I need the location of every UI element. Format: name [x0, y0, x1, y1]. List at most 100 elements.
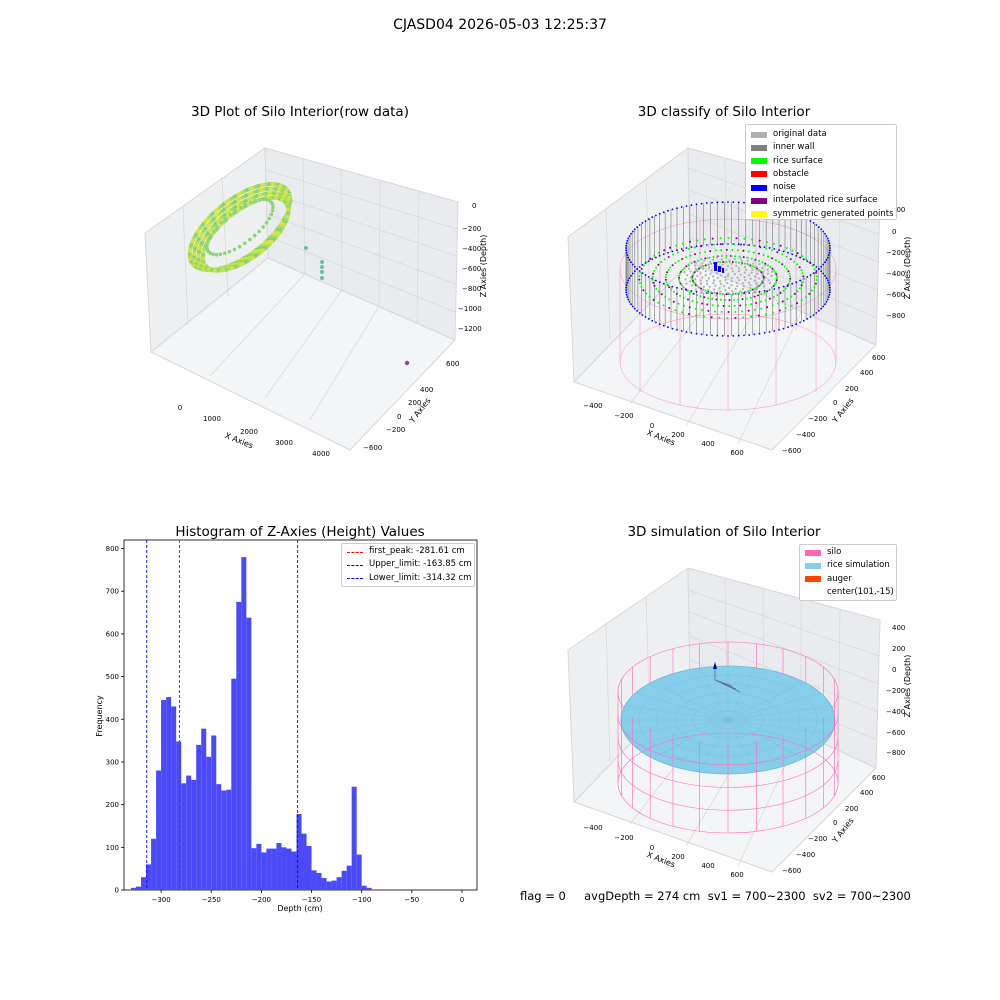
x-tick-2: 2000	[240, 428, 258, 436]
y-tick-6: −600	[782, 867, 801, 875]
legend-label: inner wall	[773, 142, 815, 153]
histogram-bar	[281, 847, 287, 890]
legend-swatch	[751, 158, 767, 165]
histogram-legend-entry: Lower_limit: -314.32 cm	[342, 572, 474, 585]
rice-surface-mesh	[621, 666, 835, 774]
simulation-legend-entry: auger	[800, 573, 896, 586]
x-tick-label: −100	[352, 896, 371, 904]
legend-label: original data	[773, 129, 827, 139]
x-tick-4: 400	[701, 440, 714, 448]
histogram-bar	[191, 779, 197, 890]
legend-swatch	[347, 551, 363, 553]
histogram-reference-lines	[146, 540, 299, 890]
histogram-bar	[196, 744, 202, 890]
y-tick-label: 0	[115, 887, 119, 895]
histogram-bar	[366, 887, 372, 890]
legend-label: symmetric generated points	[773, 208, 894, 219]
y-tick-3: 0	[833, 399, 837, 407]
histogram-bar	[246, 617, 252, 890]
plot-title-classify: 3D classify of Silo Interior	[637, 104, 811, 120]
y-tick-0: 600	[872, 774, 885, 782]
legend-swatch	[751, 131, 767, 138]
legend-label: first_peak: -281.61 cm	[369, 546, 465, 556]
status-line: flag = 0 avgDepth = 274 cm sv1 = 700~230…	[520, 889, 911, 903]
y-tick-1: 400	[860, 789, 873, 797]
histogram-bar	[336, 877, 342, 890]
x-ticks: −300 −250 −200 −150 −100 −50 0	[151, 890, 464, 904]
x-tick-4: 400	[701, 862, 714, 870]
z-axis-label: Z Axies (Depth)	[479, 235, 488, 298]
y-tick-4: −200	[386, 426, 405, 434]
classify-legend-entry: original data	[746, 128, 896, 141]
y-tick-4: −200	[808, 835, 827, 843]
x-tick-1: −200	[614, 412, 633, 420]
z-tick-3: −600	[462, 265, 481, 273]
classify-legend-entry: obstacle	[746, 168, 896, 181]
histogram-bar	[166, 697, 172, 890]
histogram-legend-entry: first_peak: -281.61 cm	[342, 545, 474, 558]
histogram-bar	[181, 783, 187, 890]
histogram-bar	[221, 790, 227, 890]
depth-histogram: −300 −250 −200 −150 −100 −50 0 0 100 200 300 400 50…	[95, 539, 478, 913]
raw-scattered-points	[304, 246, 324, 280]
histogram-legend-entry: Upper_limit: -163.85 cm	[342, 558, 474, 571]
y-tick-label: 200	[106, 801, 119, 809]
histogram-bar	[346, 865, 352, 890]
z-axis-label: Z Axies (Depth)	[903, 237, 912, 300]
histogram-bar	[176, 741, 182, 890]
x-tick-label: −200	[252, 896, 271, 904]
x-tick-0: −400	[583, 402, 602, 410]
z-tick-2: 0	[892, 666, 896, 674]
x-tick-4: 4000	[312, 450, 330, 458]
legend-swatch	[347, 578, 363, 580]
z-tick-0: 200	[892, 206, 905, 214]
y-tick-label: 400	[106, 716, 119, 724]
histogram-bar	[311, 870, 317, 890]
grid-lines	[150, 157, 458, 421]
y-tick-5: −400	[796, 431, 815, 439]
x-tick-2: 0	[650, 422, 654, 430]
histogram-bar	[241, 557, 247, 890]
y-tick-4: −200	[808, 415, 827, 423]
histogram-bar	[151, 838, 157, 890]
histogram-bar	[321, 878, 327, 890]
histogram-bar	[236, 601, 242, 890]
histogram-bar	[356, 854, 362, 890]
x-tick-label: −250	[202, 896, 221, 904]
x-tick-label: 0	[460, 896, 464, 904]
y-tick-label: 700	[106, 588, 119, 596]
y-tick-0: 600	[872, 354, 885, 362]
y-tick-1: 400	[860, 369, 873, 377]
histogram-bar	[331, 880, 337, 890]
histogram-bar	[211, 735, 217, 890]
z-tick-4: −600	[886, 291, 905, 299]
raw-outlier-point	[404, 360, 410, 366]
histogram-bar	[341, 870, 347, 890]
x-tick-label: −150	[302, 896, 321, 904]
x-tick-label: −300	[151, 896, 170, 904]
legend-label: rice surface	[773, 155, 823, 166]
y-tick-6: −600	[782, 447, 801, 455]
z-tick-0: 0	[472, 202, 476, 210]
simulation-legend-entry: silo	[800, 546, 896, 559]
y-tick-label: 800	[106, 545, 119, 553]
raw-data-3d-plot: 0 1000 2000 3000 4000 X Axies 600 400 20…	[144, 147, 488, 458]
z-axis-label: Z Axies (Depth)	[903, 655, 912, 718]
histogram-bar	[156, 770, 162, 890]
z-tick-2: −200	[886, 249, 905, 257]
legend-swatch	[751, 197, 767, 204]
classify-legend-entry: interpolated rice surface	[746, 194, 896, 207]
histogram-legend: first_peak: -281.61 cm Upper_limit: -163.…	[341, 543, 475, 587]
legend-swatch	[751, 211, 767, 218]
x-tick-0: 0	[178, 404, 182, 412]
histogram-bars	[131, 557, 372, 890]
x-axis-label: Depth (cm)	[277, 904, 322, 913]
classify-legend-entry: symmetric generated points	[746, 208, 896, 221]
histogram-bar	[131, 887, 137, 890]
histogram-bar	[291, 851, 297, 890]
y-tick-3: 0	[833, 819, 837, 827]
auger	[713, 662, 741, 693]
histogram-bar	[216, 784, 222, 890]
x-tick-5: 600	[730, 871, 743, 879]
histogram-bar	[271, 848, 277, 890]
